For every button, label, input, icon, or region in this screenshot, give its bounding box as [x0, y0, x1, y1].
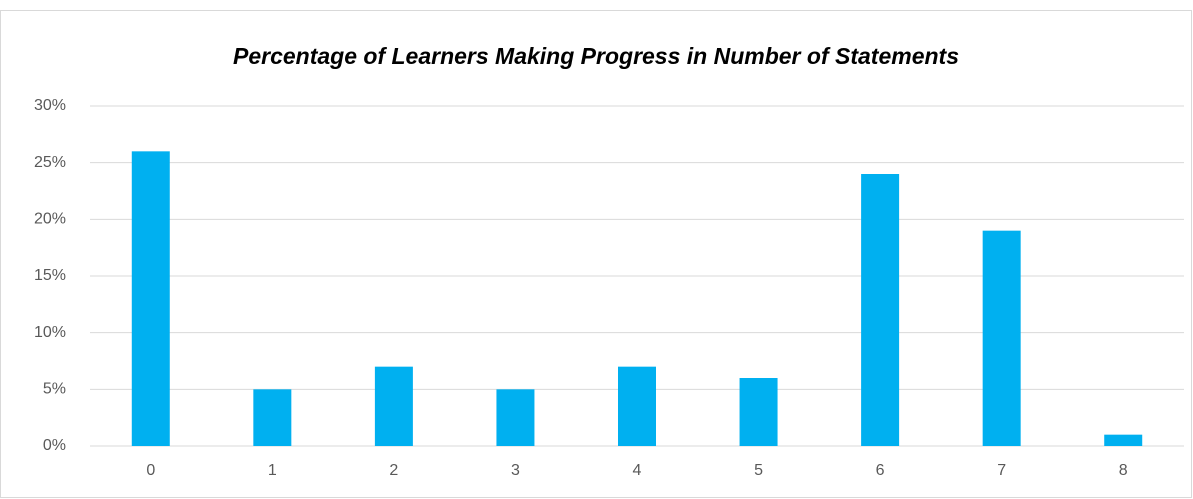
bar: [374, 366, 413, 446]
x-tick-label: 4: [633, 462, 642, 479]
x-tick-label: 3: [511, 462, 520, 479]
x-tick-label: 0: [146, 462, 155, 479]
y-tick-label: 15%: [34, 267, 66, 284]
bar: [131, 151, 170, 447]
y-tick-label: 5%: [43, 381, 66, 398]
bar: [1104, 434, 1143, 446]
x-tick-label: 8: [1119, 462, 1128, 479]
x-tick-label: 7: [997, 462, 1006, 479]
bar: [618, 366, 656, 446]
x-tick-label: 5: [754, 462, 763, 479]
y-tick-label: 25%: [34, 154, 66, 171]
y-tick-label: 20%: [34, 211, 66, 228]
bar: [253, 389, 292, 446]
y-tick-label: 10%: [34, 324, 66, 341]
y-tick-label: 0%: [43, 437, 66, 454]
chart-title: Percentage of Learners Making Progress i…: [233, 43, 959, 69]
x-tick-label: 2: [389, 462, 398, 479]
bar: [496, 389, 535, 446]
bar: [982, 230, 1021, 446]
x-tick-label: 6: [876, 462, 885, 479]
bar: [739, 378, 778, 446]
x-tick-label: 1: [268, 462, 277, 479]
bar: [861, 174, 900, 446]
y-tick-label: 30%: [34, 97, 66, 114]
